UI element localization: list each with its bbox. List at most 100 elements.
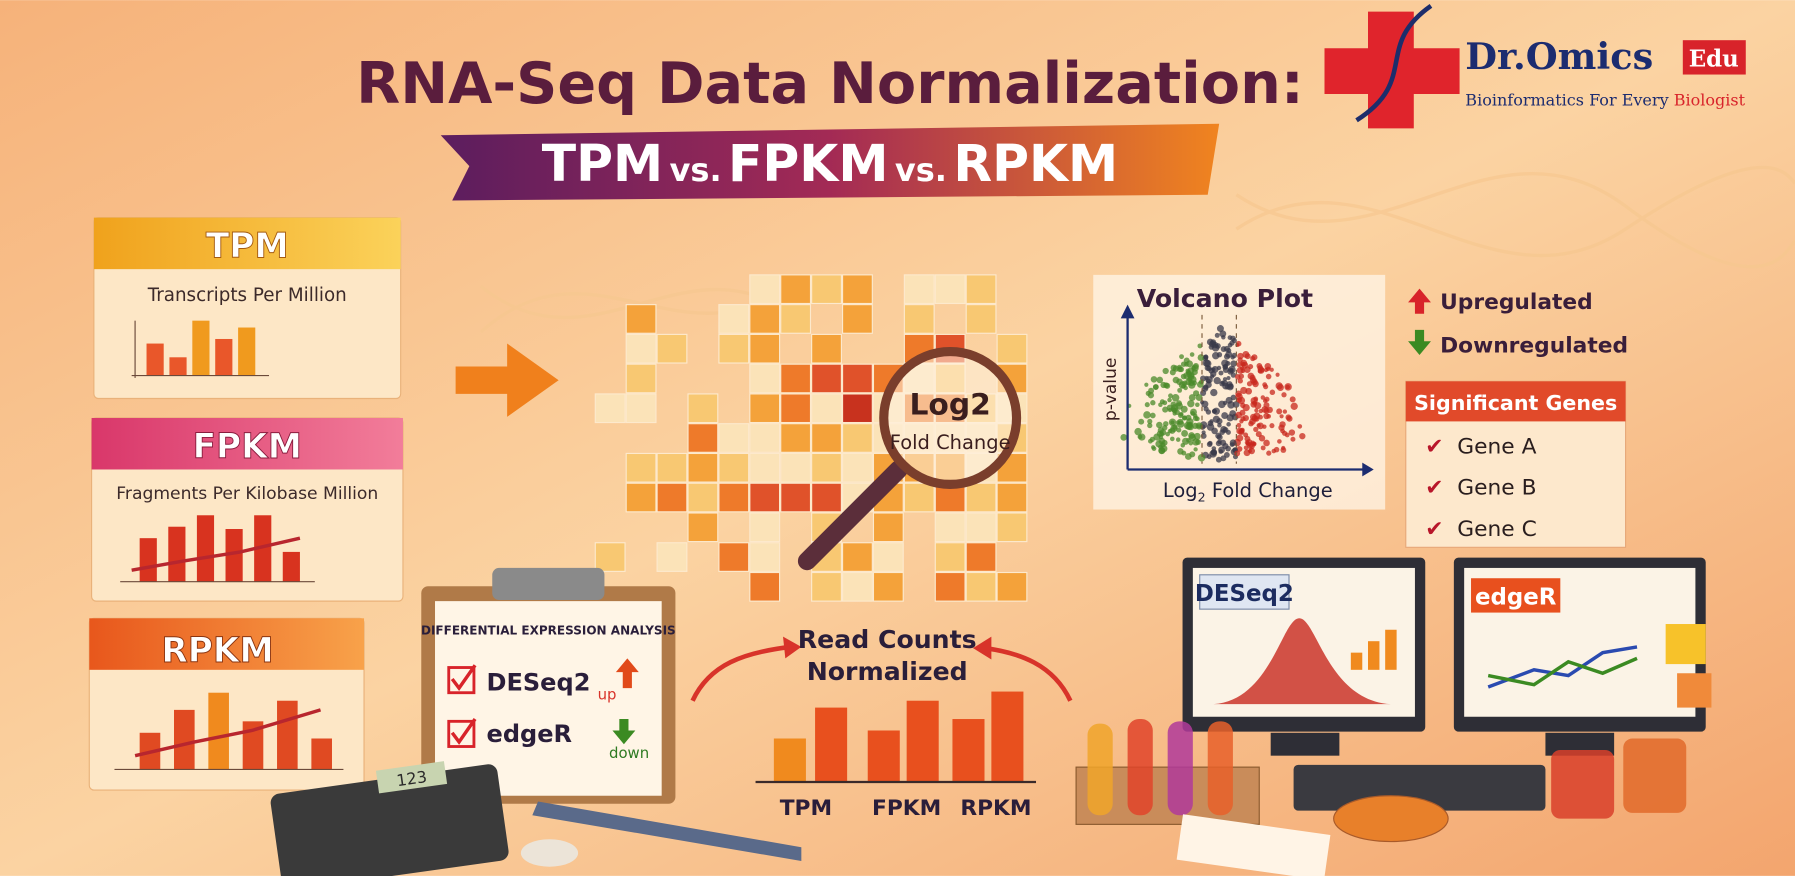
volcano-dot (1171, 394, 1180, 402)
heat-cell (594, 393, 626, 424)
volcano-dot (1245, 441, 1251, 447)
heat-cell (749, 274, 781, 305)
card-title: RPKM (161, 631, 273, 671)
monitor-edger-polyline (1487, 656, 1638, 687)
heat-cell (625, 333, 657, 364)
volcano-dot (1236, 422, 1242, 428)
read-title: Normalized (807, 657, 968, 686)
card-subtitle: Transcripts Per Million (147, 285, 347, 306)
volcano-dot (1273, 446, 1280, 453)
heat-cell (625, 393, 657, 424)
volcano-dot (1254, 408, 1259, 413)
volcano-dot (1221, 380, 1228, 387)
read-counts-g-rect (815, 707, 848, 783)
logo: Dr.Omics Edu Bioinformatics For Every Bi… (1324, 3, 1746, 129)
volcano-dot (1158, 447, 1166, 455)
legend-text: Upregulated (1440, 290, 1593, 315)
monitor-deseq2-rect (1270, 732, 1340, 756)
volcano-dot (1288, 429, 1296, 436)
check: ✔ (1425, 476, 1443, 501)
volcano-title: Volcano Plot (1137, 284, 1313, 313)
clipboard-rect (447, 666, 476, 695)
heat-cell (811, 482, 842, 513)
monitor-title: DESeq2 (1195, 581, 1294, 607)
volcano-dot (1175, 402, 1183, 410)
volcano-dot (1180, 443, 1186, 448)
volcano-dot (1297, 424, 1303, 429)
volcano-plot-polygon (1120, 304, 1135, 319)
significant-genes: Significant Genes ✔ Gene A ✔ Gene B ✔ Gene … (1405, 380, 1627, 548)
read-counts-polygon (973, 636, 992, 660)
lab-equipment-rect (1176, 814, 1331, 876)
legend: Upregulated Downregulated (1408, 288, 1628, 359)
dna-decoration-path (1235, 172, 1795, 269)
read-counts-path (690, 644, 791, 702)
volcano-dot (1235, 340, 1242, 347)
volcano-dot (1181, 430, 1188, 437)
volcano-dot (1219, 330, 1227, 338)
magnifier: Log2 Fold Change (797, 346, 1022, 571)
volcano-dot (1206, 365, 1212, 372)
volcano-dot (1204, 359, 1212, 368)
volcano-dot (1276, 408, 1283, 415)
monitor-deseq2-g (1350, 629, 1397, 670)
heat-cell (934, 274, 966, 305)
heat-cell (625, 363, 657, 394)
volcano-dot (1203, 384, 1209, 390)
card-fpkm-g-rect (168, 526, 186, 582)
heat-cell (811, 571, 842, 602)
legend-path (1408, 288, 1431, 314)
volcano-dot (1187, 399, 1195, 408)
subtitle-tspan: TPM (542, 134, 663, 193)
volcano-dot (1255, 431, 1262, 438)
heat-cell (749, 482, 781, 513)
heat-cell (687, 393, 719, 424)
volcano-dot (1176, 427, 1182, 433)
magnifier-circle (879, 346, 1022, 489)
read-counts-g-rect (952, 719, 985, 783)
volcano-dot (1177, 412, 1184, 418)
card-tpm-g (146, 320, 256, 376)
subtitle-tspan: vs. (669, 151, 721, 189)
volcano-dot (1204, 375, 1209, 381)
heat-cell (965, 571, 997, 602)
volcano-dot (1155, 440, 1163, 448)
item-tag: up (598, 686, 617, 704)
card-fpkm-rect (91, 417, 403, 470)
box-title: Significant Genes (1414, 391, 1617, 415)
volcano-dot (1209, 419, 1214, 424)
heat-cell (811, 452, 842, 483)
lab-equipment (1075, 719, 1687, 876)
volcano-dot (1197, 454, 1206, 462)
heat-cell (811, 274, 842, 305)
read-counts-g-rect (906, 700, 939, 783)
monitor-deseq2-g-rect (1368, 641, 1380, 670)
volcano-dot (1170, 401, 1177, 408)
volcano-dot (1236, 446, 1243, 452)
monitor-deseq2-rect (1199, 574, 1290, 610)
volcano-dot (1138, 433, 1146, 441)
volcano-dot (1148, 438, 1153, 444)
logo-badge: Edu (1689, 47, 1739, 73)
bar-label: TPM (780, 796, 832, 821)
subtitle: TPM vs. FPKM vs. RPKM (542, 134, 1118, 193)
heat-cell (594, 542, 626, 572)
calculator-display: 123 (395, 767, 428, 790)
heat-cell (996, 571, 1028, 602)
volcano-dot (1242, 403, 1250, 412)
volcano-dot (1262, 398, 1268, 404)
y-label: p-value (1101, 358, 1121, 421)
volcano-dot (1257, 422, 1264, 430)
read-counts-path (984, 645, 1073, 702)
calculator-rect (270, 764, 509, 876)
card-fpkm-g-rect (196, 515, 215, 582)
volcano-dot (1222, 377, 1228, 382)
heat-cell (687, 423, 719, 453)
volcano-dot (1216, 365, 1222, 371)
clipboard-rect (447, 719, 476, 748)
volcano-dot (1226, 381, 1233, 388)
volcano-dot (1176, 378, 1183, 386)
volcano-dot (1184, 453, 1192, 460)
lab-equipment-rect (1087, 723, 1113, 816)
